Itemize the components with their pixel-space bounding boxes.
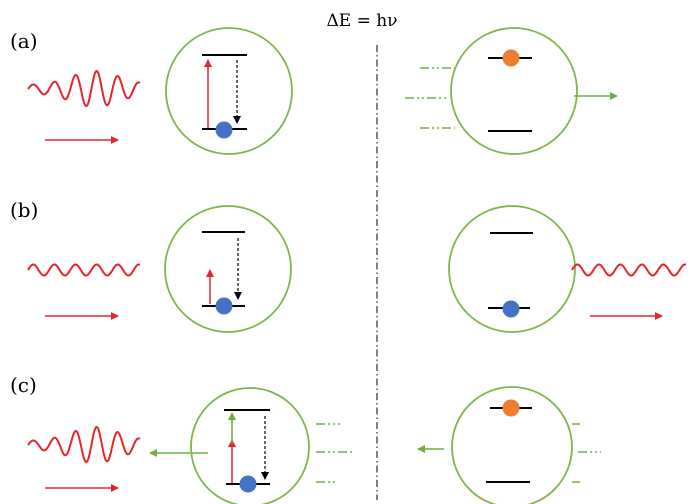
incident-wave-packet: [27, 425, 141, 464]
recoil-motion-lines: [572, 423, 601, 483]
excited-electron: [502, 399, 520, 417]
atom-circle: [164, 205, 292, 333]
atom-circle-absorbing: [190, 387, 310, 504]
ground-electron: [502, 300, 520, 318]
panel-label-b: (b): [10, 198, 38, 222]
transmitted-wave: [571, 263, 687, 277]
recoil-motion-lines: [316, 423, 354, 483]
ground-electron: [239, 475, 257, 493]
ground-electron: [215, 297, 233, 315]
panel-c: [27, 386, 601, 504]
ground-electron: [215, 121, 233, 139]
incident-wave: [27, 263, 141, 277]
panel-label-c: (c): [10, 373, 37, 397]
excited-electron: [502, 49, 520, 67]
panel-a: [27, 27, 618, 155]
recoil-motion-lines: [405, 67, 455, 129]
atom-circle-unchanged: [448, 205, 576, 333]
atom-circle-absorbing: [165, 27, 293, 155]
atom-circle-excited: [450, 27, 578, 155]
panel-b: [27, 205, 687, 333]
incident-wave-packet: [27, 69, 141, 108]
atom-circle-excited: [451, 386, 573, 504]
equation-label: ΔE = hν: [326, 11, 397, 31]
panel-label-a: (a): [10, 29, 38, 53]
